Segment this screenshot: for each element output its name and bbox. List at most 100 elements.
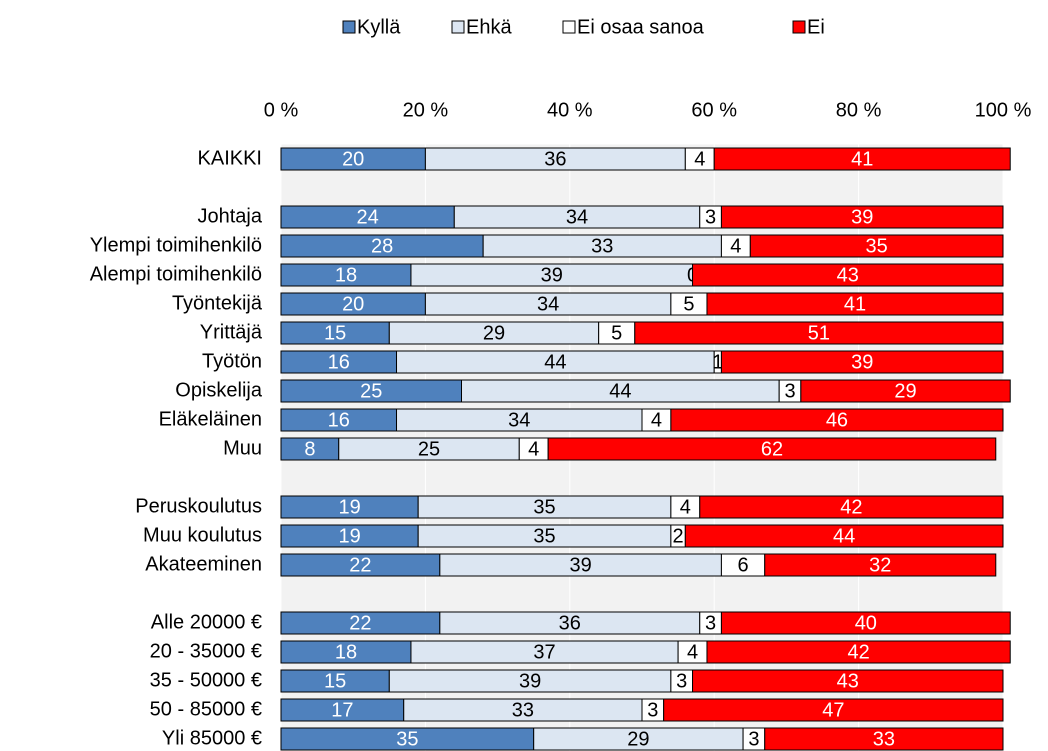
legend-label: Ehkä (466, 16, 512, 38)
value-label: 44 (609, 380, 631, 402)
value-label: 19 (338, 496, 360, 518)
value-label: 29 (627, 728, 649, 750)
value-label: 36 (559, 612, 581, 634)
legend-swatch (451, 20, 465, 34)
bar-segment (800, 379, 1011, 403)
category-label: KAIKKI (198, 147, 262, 169)
bar-segment (764, 553, 997, 577)
value-label: 29 (483, 322, 505, 344)
bar-segment (720, 350, 1004, 374)
value-label: 6 (738, 554, 749, 576)
bar-segment (749, 234, 1004, 258)
value-label: 8 (304, 438, 315, 460)
value-label: 29 (894, 380, 916, 402)
bar-segment (699, 495, 1004, 519)
value-label: 39 (570, 554, 592, 576)
value-label: 33 (591, 235, 613, 257)
value-label: 4 (694, 148, 705, 170)
value-label: 51 (808, 322, 830, 344)
bar-segment (706, 640, 1011, 664)
value-label: 15 (324, 670, 346, 692)
value-label: 41 (851, 148, 873, 170)
value-label: 47 (822, 699, 844, 721)
legend-swatch (562, 20, 576, 34)
value-label: 40 (855, 612, 877, 634)
bar-segment (692, 669, 1004, 693)
value-label: 44 (544, 351, 566, 373)
value-label: 34 (508, 409, 530, 431)
category-label: Ylempi toimihenkilö (90, 234, 262, 256)
value-label: 20 (342, 293, 364, 315)
bar-segment (720, 205, 1004, 229)
value-label: 33 (873, 728, 895, 750)
value-label: 39 (541, 264, 563, 286)
value-label: 39 (851, 351, 873, 373)
value-label: 18 (335, 264, 357, 286)
value-label: 19 (338, 525, 360, 547)
value-label: 43 (837, 670, 859, 692)
value-label: 37 (533, 641, 555, 663)
value-label: 4 (680, 496, 691, 518)
value-label: 18 (335, 641, 357, 663)
bar-segment (720, 611, 1011, 635)
value-label: 3 (705, 612, 716, 634)
category-label: Työtön (202, 350, 262, 372)
value-label: 46 (826, 409, 848, 431)
value-label: 28 (371, 235, 393, 257)
category-label: Työntekijä (172, 292, 263, 314)
value-label: 42 (840, 496, 862, 518)
value-label: 35 (533, 525, 555, 547)
value-label: 3 (784, 380, 795, 402)
value-label: 36 (544, 148, 566, 170)
legend-label: Kyllä (357, 16, 401, 38)
value-label: 3 (676, 670, 687, 692)
bar-segment (634, 321, 1004, 345)
value-label: 20 (342, 148, 364, 170)
x-tick-label: 0 % (264, 99, 299, 121)
category-label: 20 - 35000 € (150, 640, 262, 662)
legend-label: Ei (807, 16, 825, 38)
value-label: 44 (833, 525, 855, 547)
value-label: 15 (324, 322, 346, 344)
category-label: Yrittäjä (200, 321, 263, 343)
value-label: 39 (851, 206, 873, 228)
x-tick-label: 60 % (691, 99, 737, 121)
category-label: Alle 20000 € (151, 611, 262, 633)
category-label: Muu koulutus (143, 524, 262, 546)
category-label: Akateeminen (145, 553, 262, 575)
category-label: Eläkeläinen (159, 408, 262, 430)
category-label: 35 - 50000 € (150, 669, 262, 691)
x-tick-label: 40 % (547, 99, 593, 121)
value-label: 22 (349, 554, 371, 576)
value-label: 34 (537, 293, 559, 315)
category-label: Peruskoulutus (135, 495, 262, 517)
value-label: 22 (349, 612, 371, 634)
legend-swatch (342, 20, 356, 34)
bar-segment (692, 263, 1004, 287)
value-label: 24 (357, 206, 379, 228)
bar-segment (663, 698, 1004, 722)
value-label: 62 (761, 438, 783, 460)
category-label: Opiskelija (175, 379, 263, 401)
value-label: 3 (705, 206, 716, 228)
value-label: 32 (869, 554, 891, 576)
value-label: 39 (519, 670, 541, 692)
x-tick-label: 20 % (403, 99, 449, 121)
value-label: 3 (748, 728, 759, 750)
value-label: 5 (683, 293, 694, 315)
value-label: 41 (844, 293, 866, 315)
value-label: 4 (730, 235, 741, 257)
value-label: 16 (328, 351, 350, 373)
bar-segment (684, 524, 1004, 548)
value-label: 1 (712, 351, 723, 373)
category-label: Johtaja (198, 205, 263, 227)
bar-segment (764, 727, 1004, 751)
x-tick-label: 100 % (975, 99, 1032, 121)
value-label: 33 (512, 699, 534, 721)
legend-label: Ei osaa sanoa (577, 16, 705, 38)
value-label: 25 (360, 380, 382, 402)
value-label: 34 (566, 206, 588, 228)
bar-segment (706, 292, 1004, 316)
value-label: 4 (687, 641, 698, 663)
